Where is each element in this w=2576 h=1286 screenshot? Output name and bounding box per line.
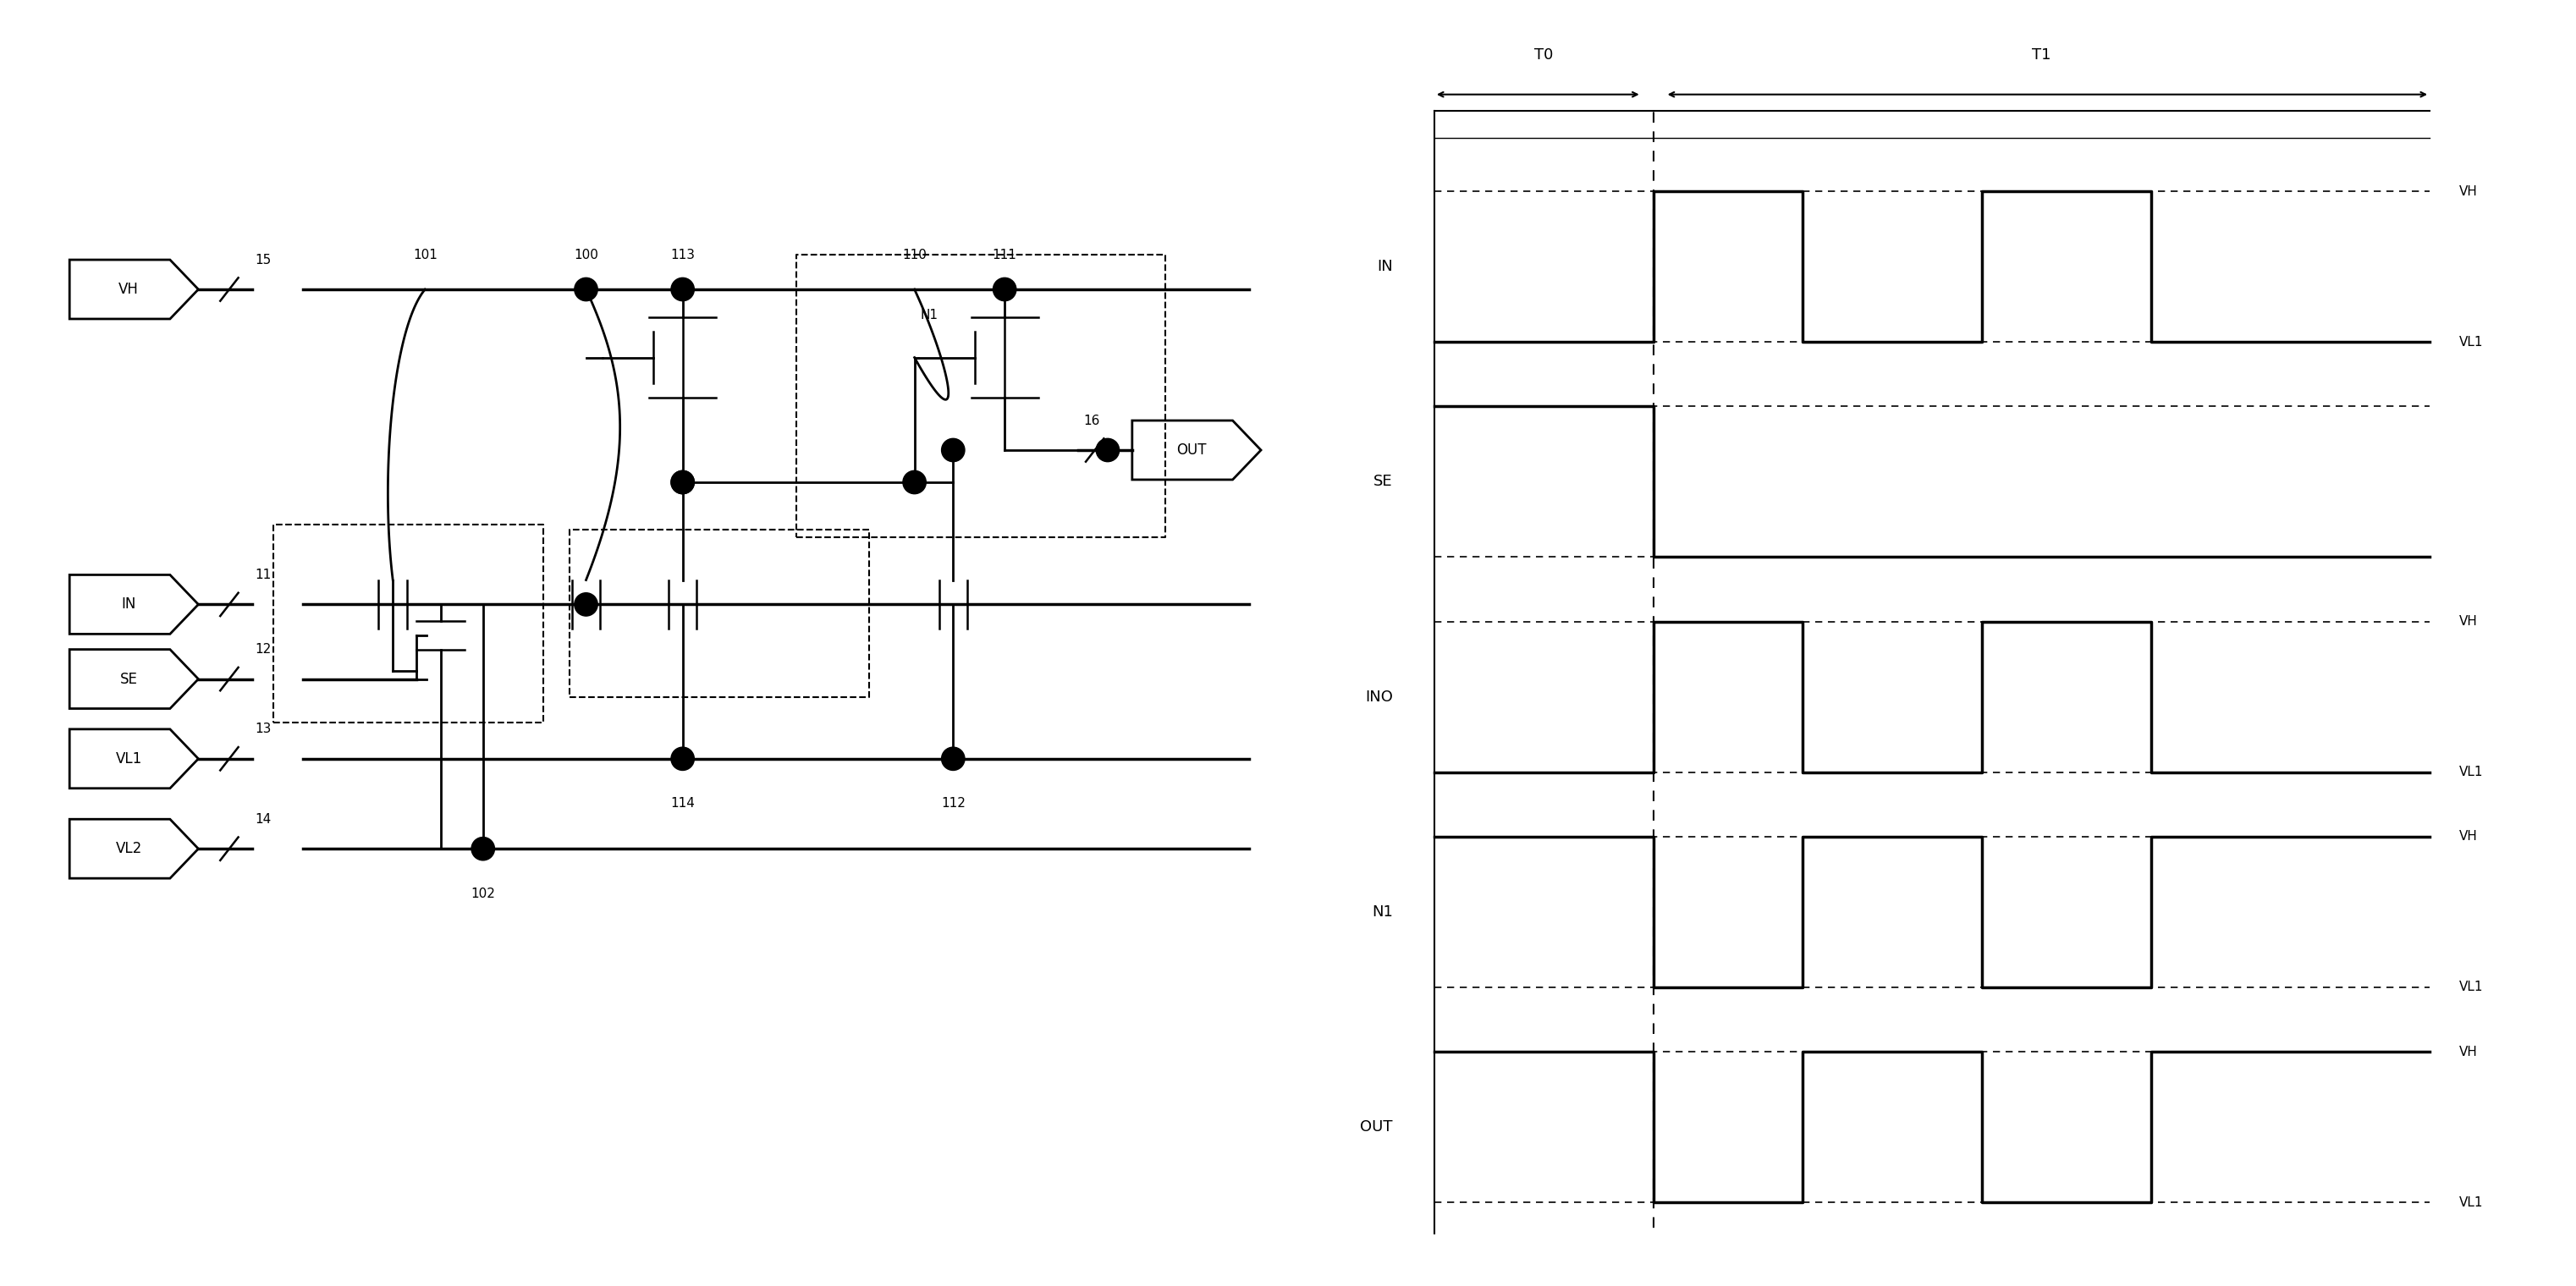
Text: OUT: OUT [1177,442,1206,458]
Text: OUT: OUT [1360,1119,1394,1134]
Text: 12: 12 [255,643,270,656]
Text: INO: INO [1365,689,1394,705]
Text: VH: VH [2460,831,2478,842]
Text: IN: IN [1378,258,1394,274]
Text: SE: SE [1373,475,1394,489]
Text: N1: N1 [920,309,938,322]
Text: 110: 110 [902,248,927,261]
Text: T1: T1 [2032,48,2050,62]
Text: 11: 11 [255,568,270,581]
Text: 111: 111 [992,248,1018,261]
Circle shape [672,747,696,770]
Text: T0: T0 [1535,48,1553,62]
Text: SE: SE [121,671,137,687]
Circle shape [574,278,598,301]
Circle shape [672,278,696,301]
Circle shape [1097,439,1121,462]
Circle shape [994,278,1018,301]
Text: VL1: VL1 [2460,336,2483,349]
Text: 113: 113 [670,248,696,261]
Text: VL2: VL2 [116,841,142,856]
Text: VL1: VL1 [116,751,142,766]
Text: IN: IN [121,597,137,612]
Text: VH: VH [2460,1046,2478,1058]
Circle shape [943,439,966,462]
Text: 16: 16 [1082,414,1100,427]
Text: 100: 100 [574,248,598,261]
Circle shape [471,837,495,860]
Circle shape [672,471,696,494]
Text: 102: 102 [471,887,495,900]
Text: VH: VH [2460,615,2478,628]
Text: 14: 14 [255,813,270,826]
Text: 114: 114 [670,797,696,810]
Text: VL1: VL1 [2460,981,2483,994]
Text: VH: VH [118,282,139,297]
Text: VH: VH [2460,185,2478,198]
Circle shape [904,471,927,494]
Text: 101: 101 [412,248,438,261]
Text: 15: 15 [255,253,270,266]
Circle shape [943,747,966,770]
Text: 112: 112 [940,797,966,810]
Text: VL1: VL1 [2460,1196,2483,1209]
Circle shape [574,593,598,616]
Text: N1: N1 [1373,904,1394,919]
Text: VL1: VL1 [2460,765,2483,778]
Circle shape [672,471,696,494]
Text: 13: 13 [255,723,270,736]
